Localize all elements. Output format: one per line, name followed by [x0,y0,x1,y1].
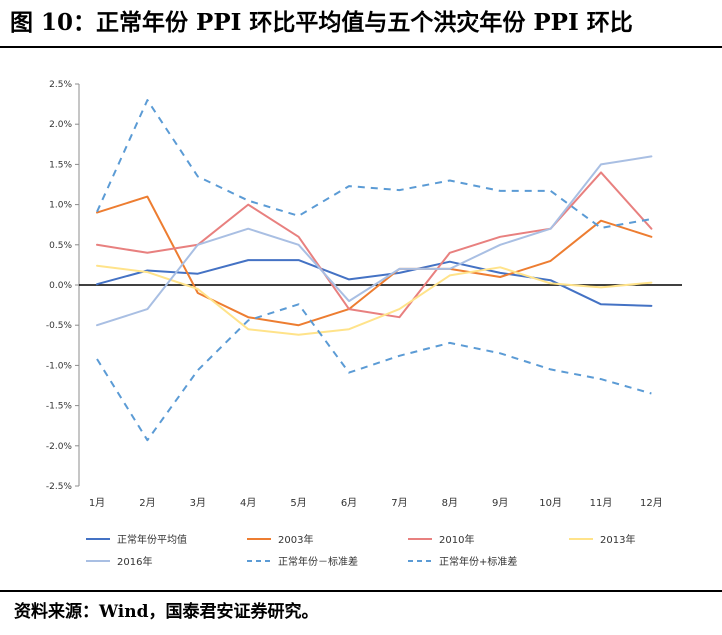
legend-label-3: 2010年 [439,533,474,546]
series-line-7 [96,99,652,229]
title-divider [0,46,722,48]
y-tick-label: 0.5% [49,241,72,251]
series-line-2 [96,195,653,327]
y-tick-label: -1.0% [46,361,73,371]
series-line-6 [96,303,652,442]
x-tick-label: 4月 [240,497,256,509]
x-tick-label: 8月 [442,497,458,509]
axis-layer: 2.5% 2.0% 1.5% 1.0% 0.5% 0.0% -0.5% -1.0% -1.5% -… [46,80,682,509]
y-tick-label: 0.0% [49,281,72,291]
series-line-3 [96,171,653,319]
series-layer [96,99,653,442]
y-tick-label: -2.5% [46,482,73,492]
y-tick-label: -2.0% [46,442,73,452]
legend-label-5: 2016年 [117,555,152,568]
source-note: 资料来源：Wind，国泰君安证券研究。 [14,602,319,622]
legend-label-4: 2013年 [600,533,635,546]
line-chart: 2.5% 2.0% 1.5% 1.0% 0.5% 0.0% -0.5% -1.0% -1.5% -… [46,80,682,568]
x-tick-label: 10月 [539,497,562,509]
y-tick-label: 1.5% [49,160,72,170]
y-tick-label: 2.5% [49,80,72,90]
x-tick-label: 7月 [391,497,407,509]
figure-title: 图 10：正常年份 PPI 环比平均值与五个洪灾年份 PPI 环比 [10,9,633,36]
x-tick-label: 11月 [590,497,613,509]
x-tick-label: 12月 [640,497,663,509]
source-divider [0,590,722,592]
legend-label-2: 2003年 [278,533,313,546]
series-line-5 [96,155,653,327]
y-tick-label: 2.0% [49,120,72,130]
legend-label-6: 正常年份－标准差 [278,555,358,568]
legend-label-1: 正常年份平均值 [117,533,187,546]
x-tick-label: 2月 [139,497,155,509]
x-tick-label: 5月 [290,497,306,509]
series-line-4 [96,264,653,336]
y-tick-label: -1.5% [46,402,73,412]
x-tick-label: 9月 [492,497,508,509]
x-tick-label: 6月 [341,497,357,509]
x-tick-label: 3月 [190,497,206,509]
y-tick-label: 1.0% [49,201,72,211]
y-tick-label: -0.5% [46,321,73,331]
legend-label-7: 正常年份+标准差 [439,555,517,568]
legend-layer: 正常年份平均值 2003年 2010年 2013年 2016年 正常年份－标准差 正常年份+… [86,533,635,568]
x-tick-label: 1月 [89,497,105,509]
